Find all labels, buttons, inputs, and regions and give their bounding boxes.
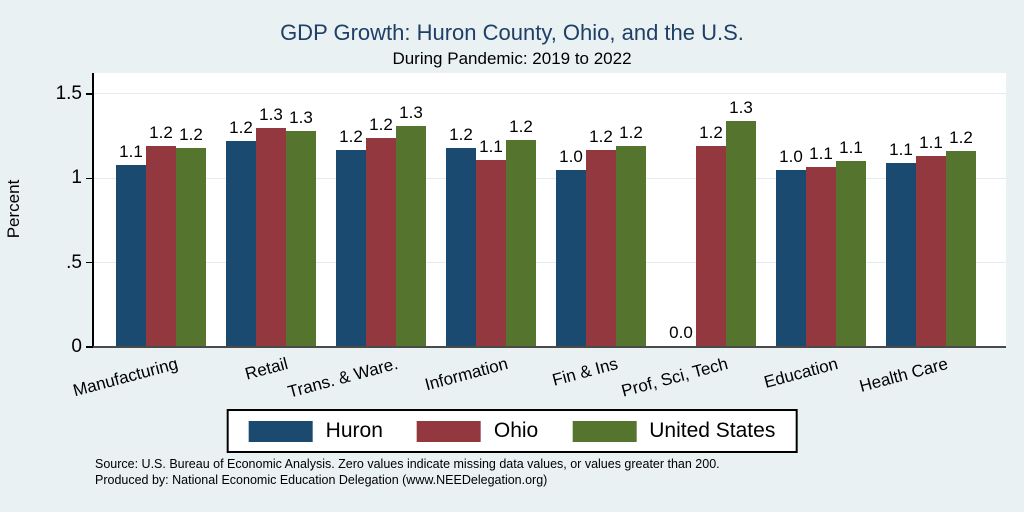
legend-label-ohio: Ohio (493, 419, 539, 442)
bar-united-states-trans-ware (396, 126, 426, 347)
bar-ohio-information (476, 159, 506, 347)
legend-item-united-states: United States (572, 419, 775, 443)
bar-value-label-united-states-health-care: 1.2 (949, 128, 973, 148)
bar-value-label-huron-fin-ins: 1.0 (559, 146, 583, 166)
legend-swatch-ohio (416, 420, 481, 442)
bar-value-label-huron-prof-sci-tech: 0.0 (669, 323, 693, 342)
bar-value-label-ohio-retail: 1.3 (259, 104, 283, 124)
y-tick-mark (86, 346, 93, 348)
bar-value-label-united-states-fin-ins: 1.2 (619, 123, 643, 143)
footnote-source: Source: U.S. Bureau of Economic Analysis… (95, 457, 720, 471)
x-category-label-manufacturing: Manufacturing (70, 354, 180, 401)
bar-ohio-manufacturing (146, 146, 176, 347)
y-tick-label-0: 0 (71, 336, 82, 357)
bar-ohio-fin-ins (586, 149, 616, 347)
legend-swatch-huron (248, 420, 313, 442)
bar-value-label-ohio-prof-sci-tech: 1.2 (699, 123, 723, 143)
bar-value-label-huron-information: 1.2 (449, 124, 473, 144)
bar-value-label-huron-retail: 1.2 (229, 118, 253, 138)
legend-item-huron: Huron (248, 419, 383, 443)
gridline-1 (93, 177, 1006, 179)
bar-value-label-united-states-education: 1.1 (839, 138, 863, 158)
bar-ohio-trans-ware (366, 137, 396, 347)
bar-ohio-education (806, 166, 836, 347)
bar-united-states-prof-sci-tech (726, 120, 756, 347)
y-axis-line (92, 73, 94, 347)
bar-huron-information (446, 147, 476, 347)
bar-value-label-ohio-education: 1.1 (809, 143, 833, 163)
bar-united-states-education (836, 161, 866, 347)
bar-huron-retail (226, 141, 256, 347)
chart-title: GDP Growth: Huron County, Ohio, and the … (280, 20, 744, 45)
footnotes: Source: U.S. Bureau of Economic Analysis… (95, 457, 995, 488)
y-tick-mark (86, 93, 93, 95)
bar-value-label-ohio-health-care: 1.1 (919, 133, 943, 153)
bar-value-label-huron-education: 1.0 (779, 146, 803, 166)
y-tick-label-5: .5 (66, 251, 82, 273)
y-tick-mark (86, 177, 93, 180)
chart-subtitle: During Pandemic: 2019 to 2022 (392, 49, 632, 68)
bar-huron-trans-ware (336, 149, 366, 347)
legend-label-united-states: United States (649, 419, 776, 442)
bar-united-states-manufacturing (176, 147, 206, 347)
bar-huron-education (776, 169, 806, 347)
y-tick-label-15: 1.5 (55, 82, 82, 104)
bar-united-states-fin-ins (616, 146, 646, 347)
bar-value-label-united-states-retail: 1.3 (289, 108, 313, 128)
bar-value-label-ohio-trans-ware: 1.2 (369, 114, 393, 134)
legend-label-huron: Huron (325, 419, 383, 442)
y-axis-title: Percent (4, 179, 23, 239)
gridline-5 (93, 262, 1006, 264)
bar-value-label-united-states-trans-ware: 1.3 (399, 103, 423, 123)
bar-value-label-ohio-fin-ins: 1.2 (589, 126, 613, 146)
bar-value-label-ohio-manufacturing: 1.2 (149, 123, 173, 143)
bar-value-label-ohio-information: 1.1 (479, 136, 503, 156)
y-tick-label-1: 1 (71, 167, 82, 189)
bar-value-label-united-states-information: 1.2 (509, 116, 533, 136)
legend: Huron Ohio United States (226, 409, 798, 453)
bar-value-label-huron-manufacturing: 1.1 (119, 141, 143, 161)
y-tick-mark (86, 261, 93, 264)
bar-value-label-huron-trans-ware: 1.2 (339, 126, 363, 146)
bar-united-states-health-care (946, 151, 976, 347)
x-axis-line (88, 345, 1006, 348)
bar-ohio-health-care (916, 156, 946, 347)
bar-value-label-huron-health-care: 1.1 (889, 140, 913, 160)
bar-huron-health-care (886, 163, 916, 347)
legend-item-ohio: Ohio (416, 419, 539, 443)
bar-huron-fin-ins (556, 169, 586, 347)
plot-area: 1.1 1.2 1.2 1.2 1.3 1.3 1.2 1.2 1.3 1.2 1.1 1.2 1.0 1… (93, 73, 1006, 347)
bar-value-label-united-states-manufacturing: 1.2 (179, 124, 203, 144)
bar-ohio-prof-sci-tech (696, 146, 726, 347)
bar-huron-manufacturing (116, 164, 146, 347)
legend-swatch-united-states (572, 420, 637, 442)
gridline-15 (93, 93, 1006, 95)
bar-value-label-united-states-prof-sci-tech: 1.3 (729, 97, 753, 117)
bar-ohio-retail (256, 127, 286, 347)
footnote-producer: Produced by: National Economic Education… (95, 472, 548, 487)
bar-united-states-retail (286, 131, 316, 347)
bar-united-states-information (506, 139, 536, 347)
